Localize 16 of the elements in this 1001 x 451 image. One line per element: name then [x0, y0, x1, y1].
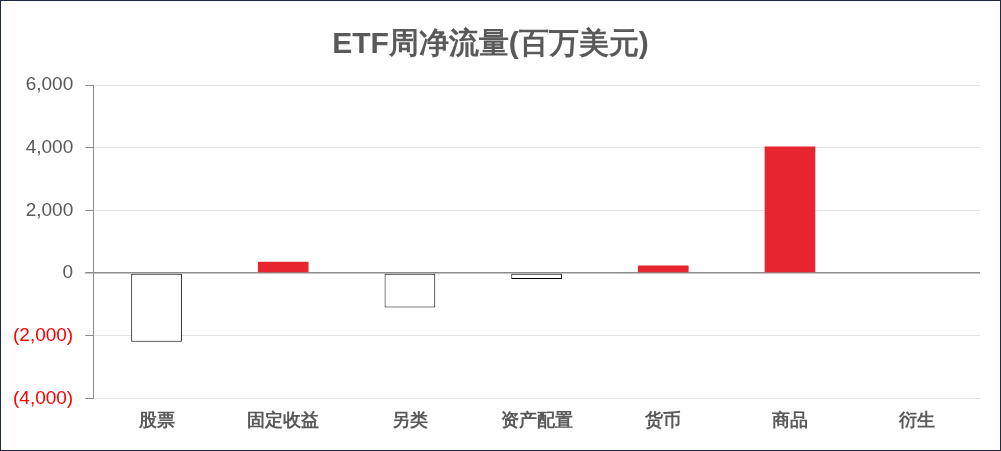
- x-tick-label: 衍生: [897, 410, 935, 431]
- text: 6,000: [25, 73, 74, 95]
- y-tick-label: (2,000): [13, 323, 74, 345]
- x-tick-label: 货币: [644, 410, 682, 431]
- x-tick-label: 股票: [137, 410, 175, 431]
- text: 2,000: [25, 198, 74, 220]
- bar: [257, 261, 309, 273]
- x-tick-label: 商品: [770, 410, 808, 431]
- text: 4,000: [25, 135, 74, 157]
- x-tick-label: 资产配置: [500, 410, 573, 431]
- bar: [764, 146, 816, 273]
- text: 0: [62, 261, 74, 283]
- x-tick-label: 另类: [391, 410, 428, 431]
- x-tick-label: 固定收益: [247, 410, 320, 431]
- y-tick-label: (4,000): [13, 386, 74, 408]
- chart-title: ETF周净流量(百万美元): [332, 26, 649, 60]
